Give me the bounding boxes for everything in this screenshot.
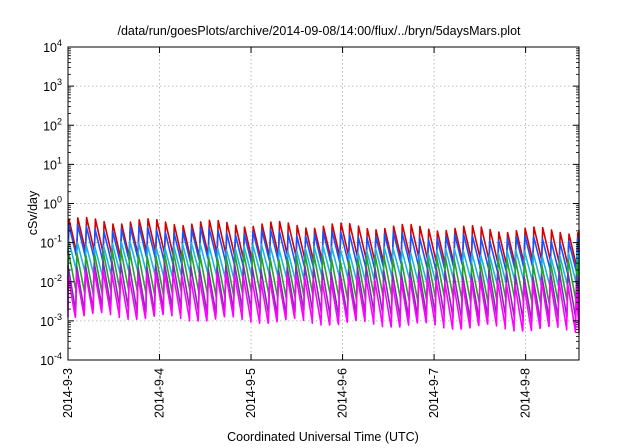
y-tick-label: 103 [43, 77, 62, 94]
y-tick-label: 10-1 [40, 234, 62, 251]
chart-title: /data/run/goesPlots/archive/2014-09-08/1… [117, 24, 521, 38]
x-tick-label: 2014-9-8 [519, 368, 533, 418]
y-tick-label: 102 [43, 116, 62, 133]
x-tick-label: 2014-9-5 [244, 368, 258, 418]
y-axis-label: cSv/day [26, 190, 40, 235]
y-tick-label: 101 [43, 155, 62, 172]
x-tick-label: 2014-9-3 [61, 368, 75, 418]
y-tick-label: 10-4 [40, 351, 62, 368]
tick-marks [67, 46, 579, 361]
y-tick-label: 104 [43, 38, 62, 55]
x-axis-label: Coordinated Universal Time (UTC) [227, 430, 419, 444]
y-tick-label: 100 [43, 195, 62, 212]
x-tick-label: 2014-9-6 [336, 368, 350, 418]
x-tick-labels: 2014-9-3 2014-9-4 2014-9-5 2014-9-6 2014-9-7… [61, 368, 533, 418]
x-tick-label: 2014-9-7 [427, 368, 441, 418]
x-tick-label: 2014-9-4 [153, 368, 167, 418]
series-group [67, 216, 580, 334]
y-tick-label: 10-2 [40, 273, 62, 290]
y-tick-labels: 10-4 10-3 10-2 10-1 100 101 102 103 104 [40, 38, 62, 368]
series-line [67, 268, 580, 334]
y-tick-label: 10-3 [40, 312, 62, 329]
